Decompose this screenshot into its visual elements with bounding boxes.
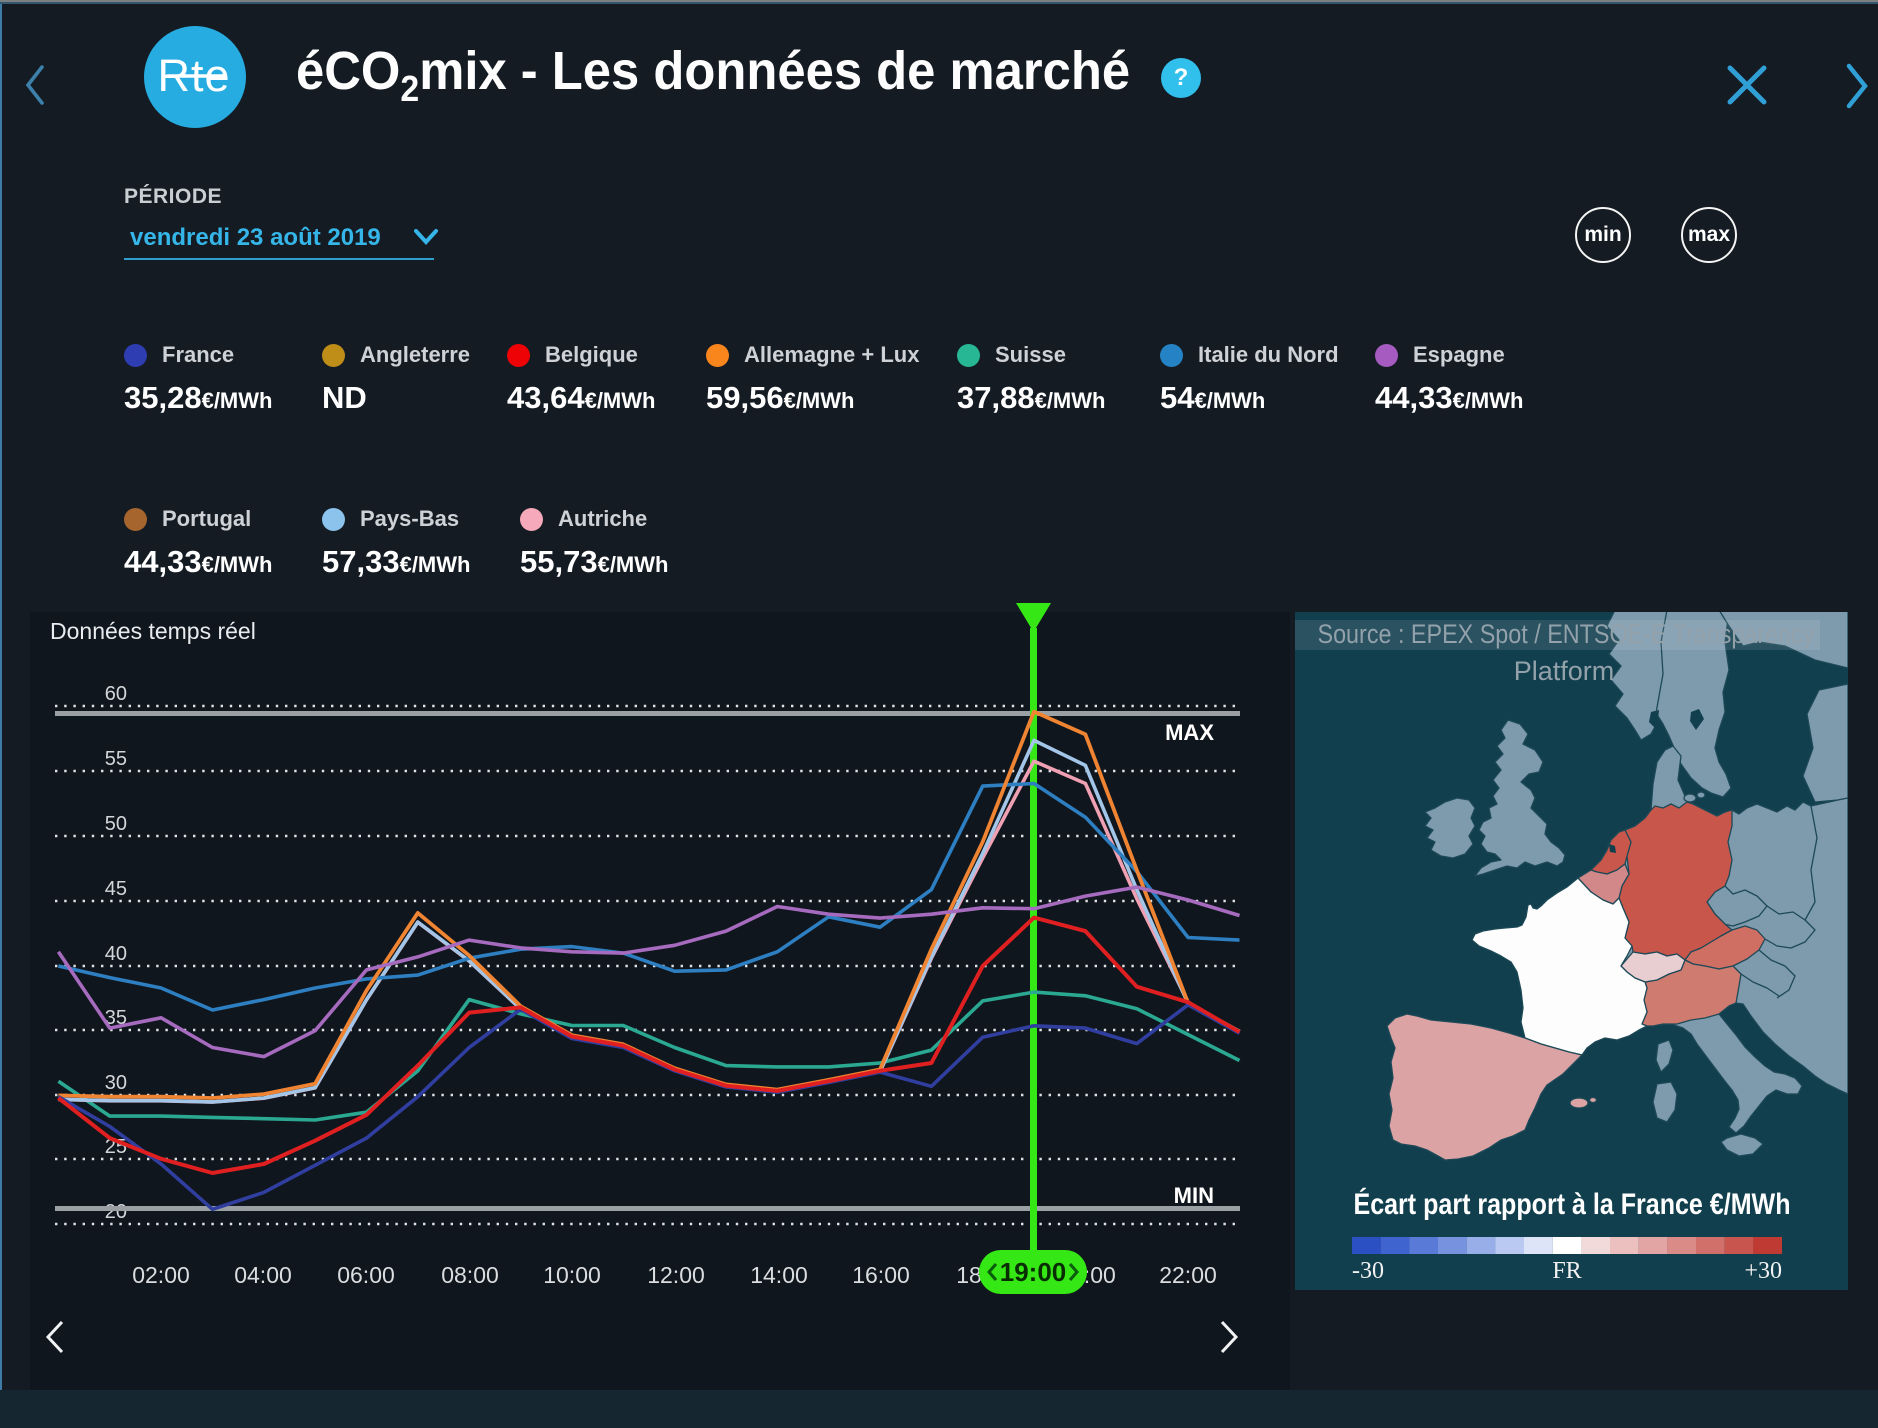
svg-text:-30: -30 bbox=[1352, 1258, 1384, 1284]
svg-text:55: 55 bbox=[105, 748, 127, 770]
svg-text:19:00: 19:00 bbox=[1000, 1257, 1067, 1287]
svg-text:50: 50 bbox=[105, 813, 127, 835]
svg-text:Source : EPEX Spot / ENTSOE-E: Source : EPEX Spot / ENTSOE-E Transparen… bbox=[1318, 619, 1815, 649]
svg-text:06:00: 06:00 bbox=[337, 1262, 395, 1288]
svg-text:Platform: Platform bbox=[1514, 656, 1615, 686]
svg-text:14:00: 14:00 bbox=[750, 1262, 808, 1288]
svg-text:10:00: 10:00 bbox=[543, 1262, 601, 1288]
svg-text:Écart part rapport à la France: Écart part rapport à la France €/MWh bbox=[1354, 1187, 1791, 1221]
svg-text:60: 60 bbox=[105, 683, 127, 705]
svg-text:20: 20 bbox=[105, 1201, 127, 1223]
svg-text:40: 40 bbox=[105, 943, 127, 965]
svg-text:16:00: 16:00 bbox=[852, 1262, 910, 1288]
svg-text:30: 30 bbox=[105, 1072, 127, 1094]
svg-text:35: 35 bbox=[105, 1007, 127, 1029]
svg-text:22:00: 22:00 bbox=[1159, 1262, 1217, 1288]
svg-text:+30: +30 bbox=[1744, 1258, 1782, 1284]
svg-text:12:00: 12:00 bbox=[647, 1262, 705, 1288]
svg-text:04:00: 04:00 bbox=[234, 1262, 292, 1288]
svg-text:08:00: 08:00 bbox=[441, 1262, 499, 1288]
svg-text:MAX: MAX bbox=[1165, 720, 1214, 745]
svg-text:45: 45 bbox=[105, 878, 127, 900]
svg-text:MIN: MIN bbox=[1174, 1183, 1214, 1208]
svg-text:FR: FR bbox=[1552, 1258, 1581, 1284]
svg-text:02:00: 02:00 bbox=[132, 1262, 190, 1288]
svg-text:Données temps réel: Données temps réel bbox=[50, 618, 256, 644]
